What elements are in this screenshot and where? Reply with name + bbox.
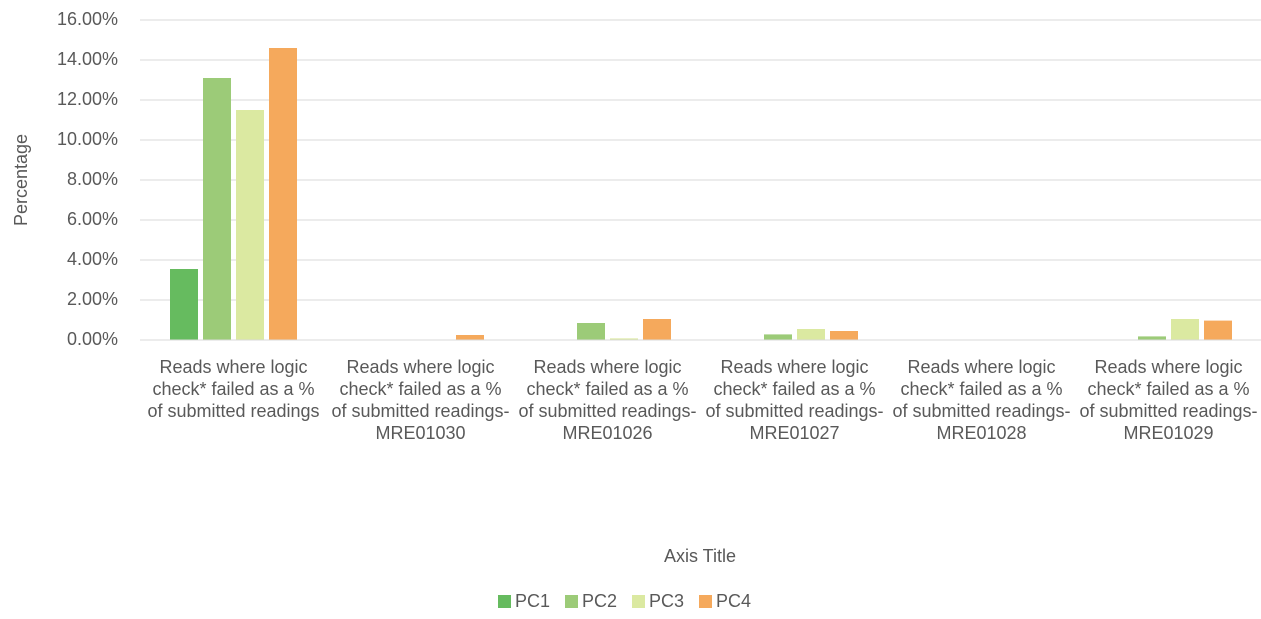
x-tick-label-box: Reads where logic check* failed as a % o… [518, 357, 697, 443]
bar [764, 334, 792, 340]
bar [830, 331, 858, 340]
bar [610, 338, 638, 340]
y-tick-label: 6.00% [67, 209, 118, 229]
x-tick-label-box: Reads where logic check* failed as a % o… [1079, 357, 1258, 443]
legend: PC1 PC2 PC3 PC4 [498, 591, 751, 611]
bar [269, 48, 297, 340]
x-tick-label-box: Reads where logic check* failed as a % o… [147, 357, 320, 421]
y-tick-label: 12.00% [57, 89, 118, 109]
x-tick-label: Reads where logic check* failed as a % o… [331, 357, 510, 443]
bar [643, 319, 671, 340]
bar [797, 329, 825, 340]
x-tick-label: Reads where logic check* failed as a % o… [705, 357, 884, 443]
bar [1171, 319, 1199, 340]
legend-swatch [632, 595, 645, 608]
x-tick-label-box: Reads where logic check* failed as a % o… [892, 357, 1071, 443]
y-axis-title: Percentage [11, 134, 31, 226]
bar [577, 323, 605, 340]
y-tick-label: 4.00% [67, 249, 118, 269]
y-tick-label: 8.00% [67, 169, 118, 189]
x-tick-label: Reads where logic check* failed as a % o… [892, 357, 1071, 443]
bar [1138, 336, 1166, 340]
legend-label: PC3 [649, 591, 684, 611]
y-tick-label: 2.00% [67, 289, 118, 309]
x-tick-label: Reads where logic check* failed as a % o… [147, 357, 320, 421]
bar [203, 78, 231, 340]
y-tick-label: 0.00% [67, 329, 118, 349]
y-tick-label: 14.00% [57, 49, 118, 69]
x-tick-label: Reads where logic check* failed as a % o… [1079, 357, 1258, 443]
legend-swatch [699, 595, 712, 608]
legend-label: PC4 [716, 591, 751, 611]
y-tick-label: 10.00% [57, 129, 118, 149]
x-tick-label-box: Reads where logic check* failed as a % o… [331, 357, 510, 443]
legend-swatch [498, 595, 511, 608]
x-tick-label-box: Reads where logic check* failed as a % o… [705, 357, 884, 443]
bar [236, 110, 264, 340]
bar [170, 269, 198, 340]
y-tick-label: 16.00% [57, 9, 118, 29]
bar [456, 335, 484, 340]
legend-swatch [565, 595, 578, 608]
bar [1204, 320, 1232, 340]
x-tick-label: Reads where logic check* failed as a % o… [518, 357, 697, 443]
x-axis-title: Axis Title [664, 546, 736, 566]
legend-label: PC1 [515, 591, 550, 611]
legend-label: PC2 [582, 591, 617, 611]
